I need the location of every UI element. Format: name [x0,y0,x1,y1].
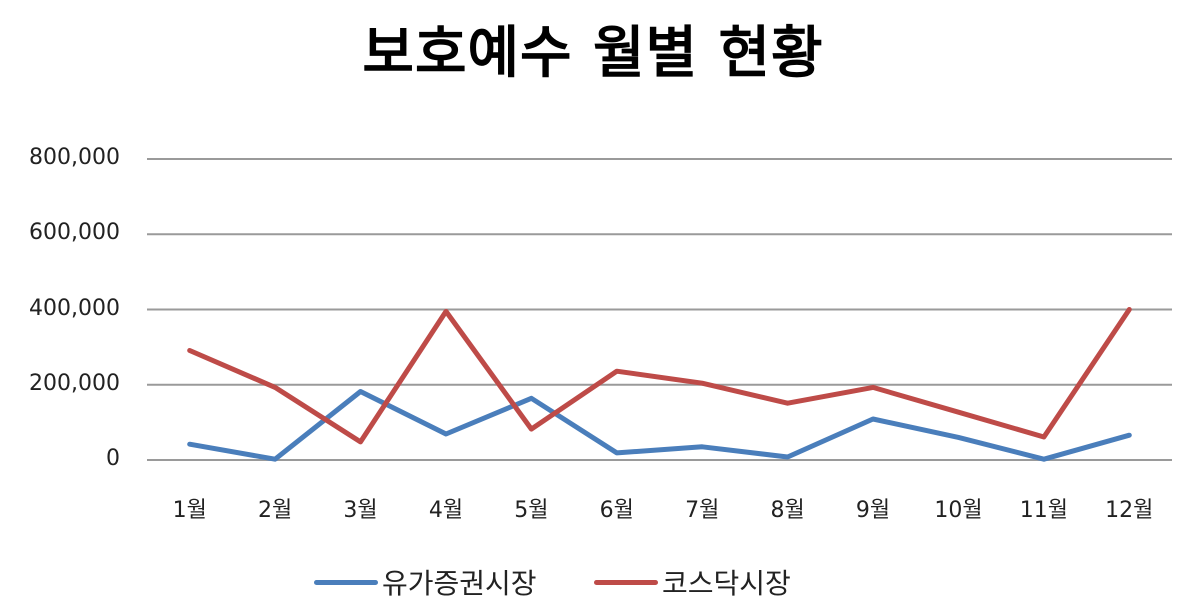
legend-item-kospi: 유가증권시장 [314,562,537,602]
x-tick-label: 7월 [685,498,720,523]
x-tick-label: 3월 [343,498,378,523]
x-tick-label: 6월 [599,498,634,523]
y-tick-label: 600,000 [29,220,120,246]
legend-label: 코스닥시장 [662,567,791,600]
legend-line-icon [314,579,378,585]
legend-item-kosdaq: 코스닥시장 [594,562,791,602]
gridlines [147,158,1172,461]
x-tick-label: 4월 [428,498,464,523]
chart-title: 보호예수 월별 현황 [362,21,824,86]
series-line [187,307,1132,445]
x-tick-label: 11월 [1019,498,1068,523]
series-line [187,389,1132,462]
x-tick-label: 2월 [258,498,293,523]
legend-line-icon [594,579,658,585]
y-tick-label: 200,000 [29,370,120,396]
x-tick-label: 1월 [172,498,207,523]
legend: 유가증권시장 코스닥시장 [0,562,1186,602]
series-lines [187,307,1132,462]
x-tick-label: 10월 [934,498,983,523]
x-tick-label: 9월 [855,498,891,523]
x-tick-label: 5월 [514,498,549,523]
y-tick-label: 0 [106,446,120,471]
y-tick-label: 400,000 [29,295,120,321]
x-tick-label: 8월 [770,498,805,523]
x-tick-label: 12월 [1105,498,1154,523]
legend-label: 유가증권시장 [382,567,537,600]
y-tick-label: 800,000 [29,145,120,170]
